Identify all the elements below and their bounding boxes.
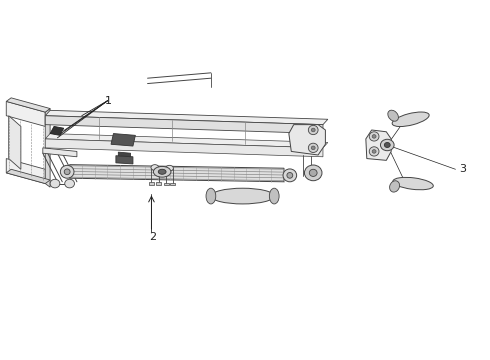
- Ellipse shape: [158, 169, 166, 174]
- Polygon shape: [45, 111, 328, 125]
- Ellipse shape: [64, 169, 70, 175]
- Ellipse shape: [311, 128, 315, 132]
- Bar: [164, 183, 169, 185]
- Ellipse shape: [388, 110, 398, 121]
- Ellipse shape: [211, 188, 274, 204]
- Ellipse shape: [380, 139, 394, 151]
- Ellipse shape: [309, 169, 317, 176]
- Ellipse shape: [283, 169, 296, 182]
- Ellipse shape: [369, 147, 379, 156]
- Polygon shape: [45, 116, 323, 134]
- Polygon shape: [118, 152, 130, 157]
- Polygon shape: [70, 165, 284, 182]
- Ellipse shape: [308, 143, 318, 153]
- Polygon shape: [6, 102, 45, 126]
- Polygon shape: [289, 125, 325, 155]
- Ellipse shape: [206, 188, 216, 204]
- Ellipse shape: [304, 165, 322, 181]
- Ellipse shape: [311, 146, 315, 150]
- Bar: [171, 183, 175, 185]
- Ellipse shape: [65, 179, 74, 188]
- Text: 3: 3: [460, 164, 466, 174]
- Polygon shape: [50, 126, 64, 135]
- Ellipse shape: [308, 125, 318, 135]
- Ellipse shape: [166, 165, 173, 171]
- Text: 1: 1: [105, 96, 112, 107]
- Ellipse shape: [287, 172, 293, 178]
- Polygon shape: [111, 134, 135, 146]
- Polygon shape: [116, 156, 133, 164]
- Ellipse shape: [372, 150, 376, 153]
- Polygon shape: [9, 116, 21, 169]
- Text: 2: 2: [149, 232, 156, 242]
- Polygon shape: [45, 139, 323, 157]
- Ellipse shape: [60, 165, 74, 178]
- Ellipse shape: [151, 165, 159, 170]
- Ellipse shape: [393, 177, 433, 190]
- Ellipse shape: [392, 112, 429, 126]
- Polygon shape: [6, 98, 50, 112]
- Polygon shape: [43, 148, 77, 157]
- Polygon shape: [6, 169, 50, 184]
- Ellipse shape: [270, 188, 279, 204]
- Ellipse shape: [384, 143, 390, 148]
- Polygon shape: [45, 109, 50, 187]
- Ellipse shape: [369, 132, 379, 141]
- Ellipse shape: [153, 166, 171, 177]
- Polygon shape: [366, 130, 391, 160]
- Ellipse shape: [372, 135, 376, 138]
- Ellipse shape: [50, 179, 60, 188]
- Bar: [149, 182, 154, 185]
- Polygon shape: [6, 158, 45, 184]
- Bar: [156, 182, 161, 185]
- Ellipse shape: [390, 181, 399, 192]
- Polygon shape: [45, 134, 328, 148]
